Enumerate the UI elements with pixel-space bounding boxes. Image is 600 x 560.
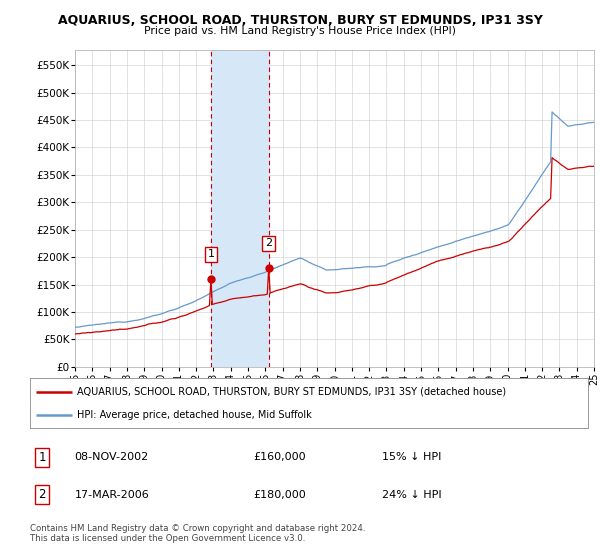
Text: 24% ↓ HPI: 24% ↓ HPI <box>382 490 441 500</box>
Bar <box>211 50 269 367</box>
Text: £180,000: £180,000 <box>253 490 306 500</box>
Text: Price paid vs. HM Land Registry's House Price Index (HPI): Price paid vs. HM Land Registry's House … <box>144 26 456 36</box>
Text: 2: 2 <box>38 488 46 501</box>
Text: 17-MAR-2006: 17-MAR-2006 <box>74 490 149 500</box>
Text: 15% ↓ HPI: 15% ↓ HPI <box>382 452 441 463</box>
Text: £160,000: £160,000 <box>253 452 306 463</box>
Text: 1: 1 <box>208 249 214 259</box>
Text: Contains HM Land Registry data © Crown copyright and database right 2024.
This d: Contains HM Land Registry data © Crown c… <box>30 524 365 543</box>
Text: 2: 2 <box>265 239 272 249</box>
Text: HPI: Average price, detached house, Mid Suffolk: HPI: Average price, detached house, Mid … <box>77 410 312 420</box>
Text: 08-NOV-2002: 08-NOV-2002 <box>74 452 149 463</box>
Text: 1: 1 <box>38 451 46 464</box>
Text: AQUARIUS, SCHOOL ROAD, THURSTON, BURY ST EDMUNDS, IP31 3SY (detached house): AQUARIUS, SCHOOL ROAD, THURSTON, BURY ST… <box>77 386 506 396</box>
Text: AQUARIUS, SCHOOL ROAD, THURSTON, BURY ST EDMUNDS, IP31 3SY: AQUARIUS, SCHOOL ROAD, THURSTON, BURY ST… <box>58 14 542 27</box>
